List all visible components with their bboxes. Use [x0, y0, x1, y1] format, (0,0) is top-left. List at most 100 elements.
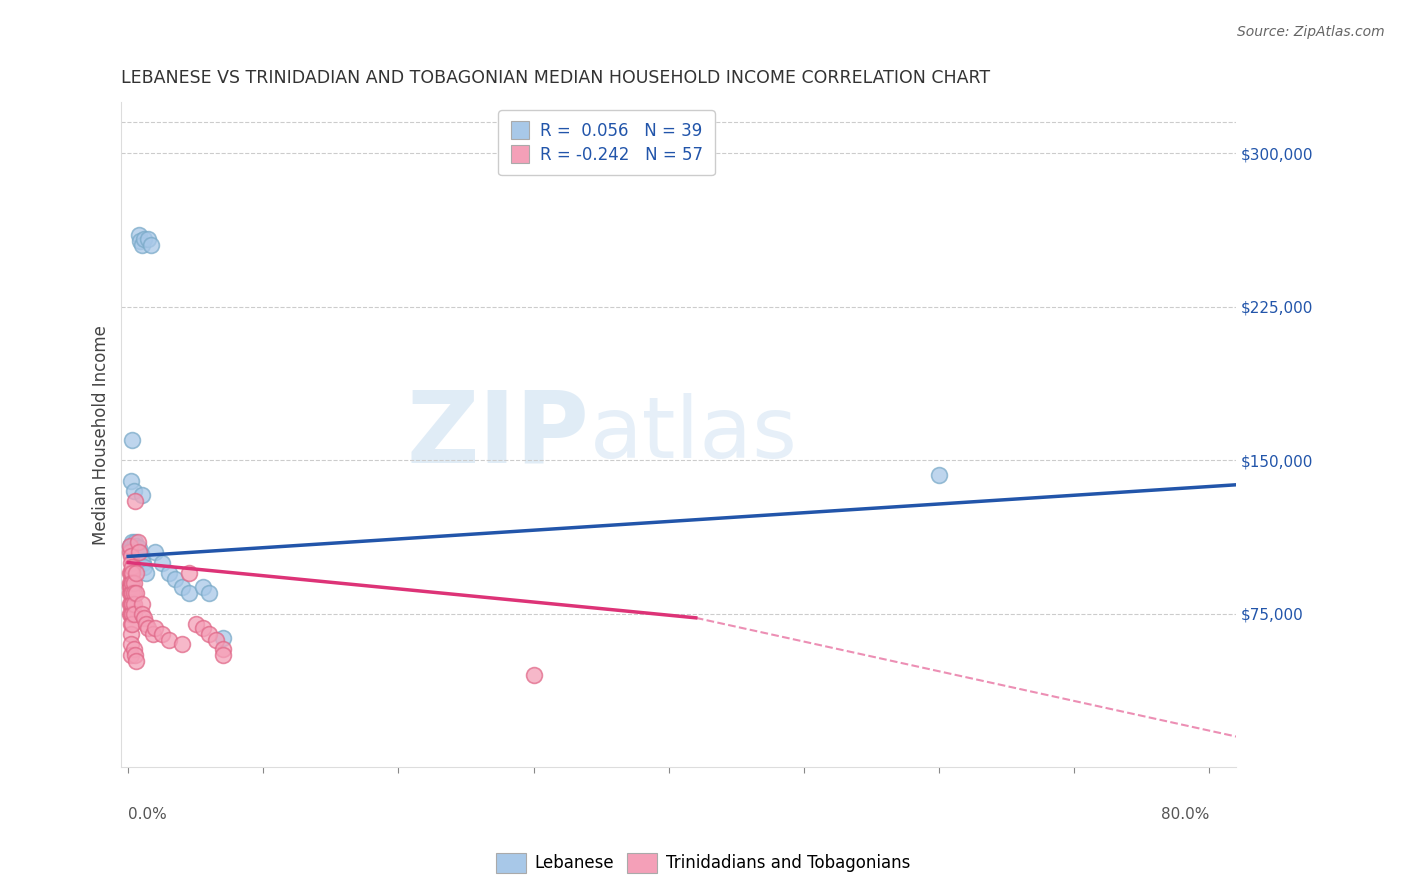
Text: LEBANESE VS TRINIDADIAN AND TOBAGONIAN MEDIAN HOUSEHOLD INCOME CORRELATION CHART: LEBANESE VS TRINIDADIAN AND TOBAGONIAN M… [121, 69, 991, 87]
Point [135, 566, 157, 580]
Point [120, 549, 142, 564]
Point [121, 535, 143, 549]
Point [124, 535, 146, 549]
Point [143, 621, 166, 635]
Point [121, 543, 143, 558]
Point [172, 580, 194, 594]
Point [121, 607, 143, 621]
Point [138, 232, 160, 246]
Point [198, 586, 221, 600]
Point [135, 617, 157, 632]
Point [128, 541, 150, 556]
Point [125, 539, 148, 553]
Point [118, 566, 141, 580]
Point [118, 597, 141, 611]
Legend: Lebanese, Trinidadians and Tobagonians: Lebanese, Trinidadians and Tobagonians [489, 847, 917, 880]
Point [121, 433, 143, 447]
Point [121, 617, 143, 632]
Point [124, 648, 146, 662]
Point [129, 547, 152, 561]
Point [127, 543, 149, 558]
Point [125, 545, 148, 559]
Point [122, 586, 145, 600]
Point [131, 549, 153, 564]
Point [141, 238, 163, 252]
Point [122, 483, 145, 498]
Point [127, 549, 149, 564]
Point [121, 586, 143, 600]
Point [118, 539, 141, 553]
Point [118, 607, 141, 621]
Point [120, 648, 142, 662]
Point [211, 641, 233, 656]
Point [120, 607, 142, 621]
Point [205, 633, 228, 648]
Point [120, 617, 142, 632]
Point [141, 627, 163, 641]
Point [198, 627, 221, 641]
Point [177, 586, 200, 600]
Text: ZIP: ZIP [406, 386, 589, 483]
Point [121, 576, 143, 591]
Point [138, 621, 160, 635]
Point [122, 597, 145, 611]
Point [120, 637, 142, 651]
Point [120, 597, 142, 611]
Point [177, 566, 200, 580]
Point [131, 488, 153, 502]
Point [122, 545, 145, 559]
Point [120, 474, 142, 488]
Point [118, 539, 141, 553]
Text: Source: ZipAtlas.com: Source: ZipAtlas.com [1237, 25, 1385, 39]
Point [129, 234, 152, 248]
Point [134, 611, 156, 625]
Point [121, 566, 143, 580]
Point [124, 543, 146, 558]
Point [157, 566, 180, 580]
Point [172, 637, 194, 651]
Point [143, 545, 166, 559]
Point [131, 238, 153, 252]
Point [122, 539, 145, 553]
Point [211, 632, 233, 646]
Point [184, 617, 207, 632]
Point [120, 556, 142, 570]
Point [128, 545, 150, 559]
Point [125, 566, 148, 580]
Point [118, 580, 141, 594]
Point [127, 535, 149, 549]
Point [120, 541, 142, 556]
Point [131, 607, 153, 621]
Point [165, 572, 187, 586]
Point [157, 633, 180, 648]
Legend: R =  0.056   N = 39, R = -0.242   N = 57: R = 0.056 N = 39, R = -0.242 N = 57 [498, 111, 714, 176]
Point [191, 580, 214, 594]
Point [150, 556, 173, 570]
Point [122, 641, 145, 656]
Point [121, 597, 143, 611]
Point [120, 627, 142, 641]
Text: 0.0%: 0.0% [128, 807, 167, 822]
Point [122, 576, 145, 591]
Point [132, 556, 155, 570]
Point [211, 648, 233, 662]
Point [191, 621, 214, 635]
Point [118, 576, 141, 591]
Point [134, 559, 156, 574]
Point [134, 232, 156, 246]
Y-axis label: Median Household Income: Median Household Income [93, 325, 110, 544]
Point [125, 586, 148, 600]
Point [128, 227, 150, 242]
Point [150, 627, 173, 641]
Point [928, 467, 950, 482]
Point [120, 545, 142, 559]
Text: 80.0%: 80.0% [1161, 807, 1209, 822]
Point [120, 566, 142, 580]
Point [120, 576, 142, 591]
Point [121, 559, 143, 574]
Point [523, 668, 546, 682]
Point [120, 586, 142, 600]
Point [118, 586, 141, 600]
Point [125, 654, 148, 668]
Point [122, 607, 145, 621]
